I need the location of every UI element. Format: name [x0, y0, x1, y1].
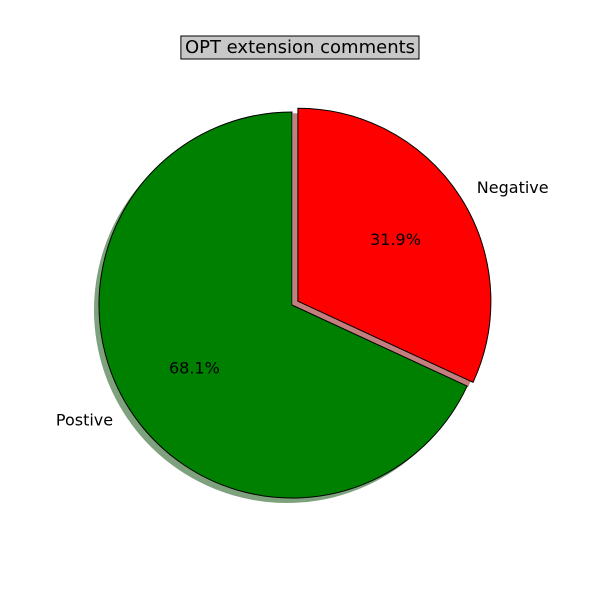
label-layer: Postive 68.1% Negative 31.9% [56, 178, 549, 429]
slice-pct-label-postive: 68.1% [169, 358, 220, 377]
chart-title-box [180, 35, 420, 60]
slice-layer [98, 107, 492, 499]
chart-title-group: OPT extension comments [180, 35, 420, 60]
slice-label-postive: Postive [56, 410, 113, 429]
slice-pct-label-negative: 31.9% [370, 230, 421, 249]
pie-slice-postive [98, 111, 468, 499]
pie-slice-negative [297, 107, 492, 383]
slice-label-negative: Negative [477, 178, 549, 197]
chart-title: OPT extension comments [185, 37, 415, 58]
